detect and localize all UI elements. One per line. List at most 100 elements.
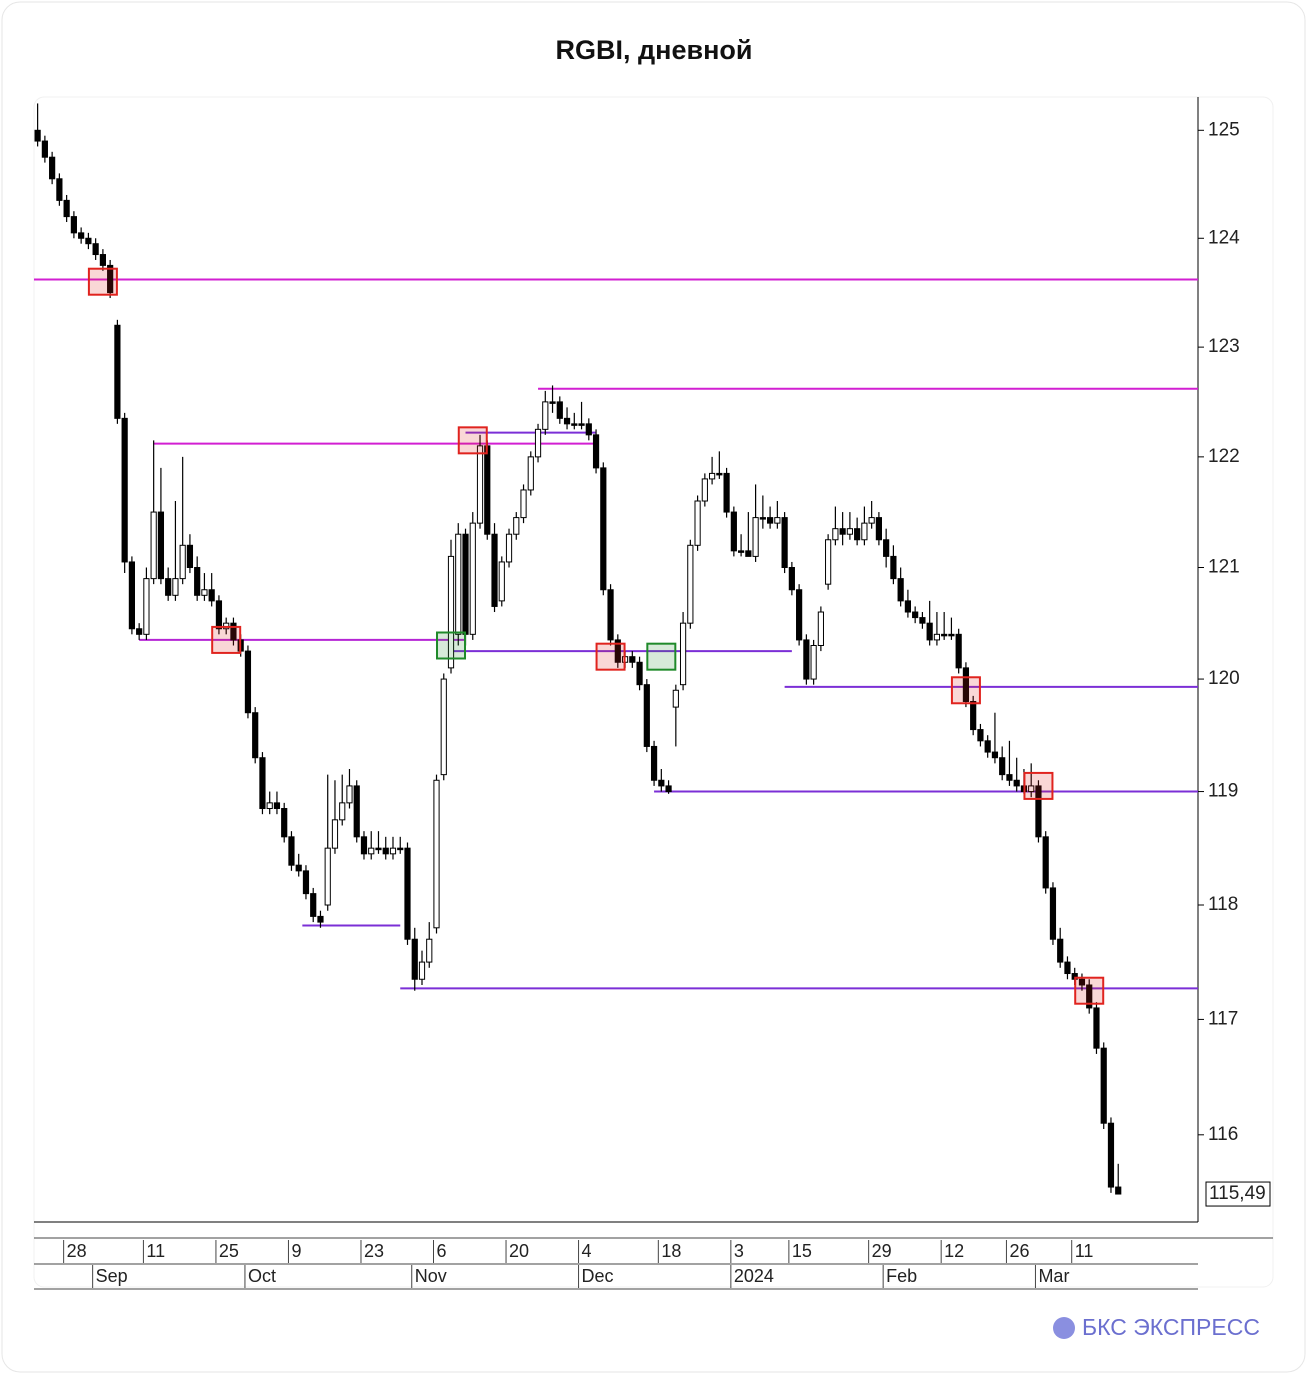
x-tick-label: 28 [67,1241,87,1261]
candle-body [571,423,578,426]
candle-body [1078,978,1086,986]
signal-box [646,642,677,671]
candle-body [1028,785,1035,793]
y-tick-label: 119 [1208,781,1238,802]
candle-body [549,401,556,404]
candle-body [861,522,868,541]
candle-body [883,539,890,557]
candle-body [360,836,368,855]
signal-box [436,631,467,660]
candle-body [817,611,824,646]
candle-body [687,544,694,624]
candle-body [491,533,498,607]
candle-body [78,232,85,239]
candle-body [288,836,295,866]
candle-body [890,555,897,580]
candle-body [353,785,360,838]
y-tick-label: 116 [1208,1124,1238,1145]
y-tick-label: 117 [1208,1008,1238,1029]
candle-body [650,745,658,781]
x-tick-label: 9 [291,1241,301,1261]
candle-body [513,517,520,535]
y-tick-label: 122 [1208,446,1240,467]
candle-body [56,178,63,201]
candle-body [302,870,310,895]
y-tick-label: 124 [1208,227,1240,248]
candle-body [933,633,941,641]
candle-body [99,254,106,266]
candle-body [34,129,41,142]
candle-body [520,489,527,519]
candle-body [397,847,404,851]
candle-body [186,544,194,569]
x-tick-label: 11 [146,1241,165,1261]
candle-body [208,589,215,602]
candle-body [875,517,882,541]
candle-body [781,517,788,569]
candle-body [912,611,919,619]
candle-body [476,445,484,524]
candle-body [1013,779,1020,787]
candle-body [999,757,1006,776]
y-tick-label: 125 [1208,119,1240,140]
candle-body [194,567,201,596]
candle-body [201,589,208,596]
candle-body [926,622,933,641]
month-tick-label: Feb [886,1266,917,1286]
candle-body [665,785,672,793]
candle-body [273,802,281,810]
month-tick-label: 2024 [734,1266,774,1286]
candle-body [447,555,455,669]
candle-body [868,517,875,524]
x-tick-label: 4 [582,1241,592,1261]
candle-body [948,633,955,637]
candle-body [389,847,397,855]
candle-body [556,401,563,419]
candle-body [810,644,817,680]
x-tick-label: 3 [734,1241,744,1261]
candle-body [324,847,331,906]
candle-body [701,478,708,502]
candle-body [484,445,491,535]
candle-body [919,617,926,624]
candle-body [179,544,186,580]
candle-body [1042,836,1049,889]
month-tick-label: Mar [1038,1266,1069,1286]
candle-body [643,684,650,747]
candle-body [143,578,150,635]
candle-body [252,712,259,759]
candle-body [128,561,136,630]
signal-box [87,267,118,296]
x-tick-label: 15 [792,1241,812,1261]
candle-body [295,864,302,872]
x-tick-label: 20 [509,1241,529,1261]
candle-body [585,423,592,436]
candle-body [832,528,839,541]
candle-body [600,467,607,591]
month-tick-label: Nov [415,1266,447,1286]
candle-body [1100,1047,1107,1124]
candle-body [752,517,759,557]
candle-body [991,751,999,759]
x-tick-label: 23 [364,1241,384,1261]
candle-body [984,740,991,753]
candle-body [505,533,513,563]
candle-body [1107,1122,1115,1188]
x-tick-label: 18 [661,1241,681,1261]
x-tick-label: 12 [944,1241,964,1261]
candle-body [157,511,165,580]
logo: БКС ЭКСПРЕСС [1082,1314,1260,1340]
candle-body [970,700,977,731]
candle-body [1093,1007,1100,1049]
candle-body [694,500,701,546]
candle-body [498,561,505,602]
x-tick-label: 6 [437,1241,447,1261]
candle-body [527,456,534,491]
candle-body [1035,785,1042,838]
candle-body [368,847,375,855]
candle-body [803,639,810,680]
x-tick-label: 29 [872,1241,892,1261]
candle-body [825,539,832,585]
candle-body [941,633,948,637]
candle-body [759,517,766,520]
